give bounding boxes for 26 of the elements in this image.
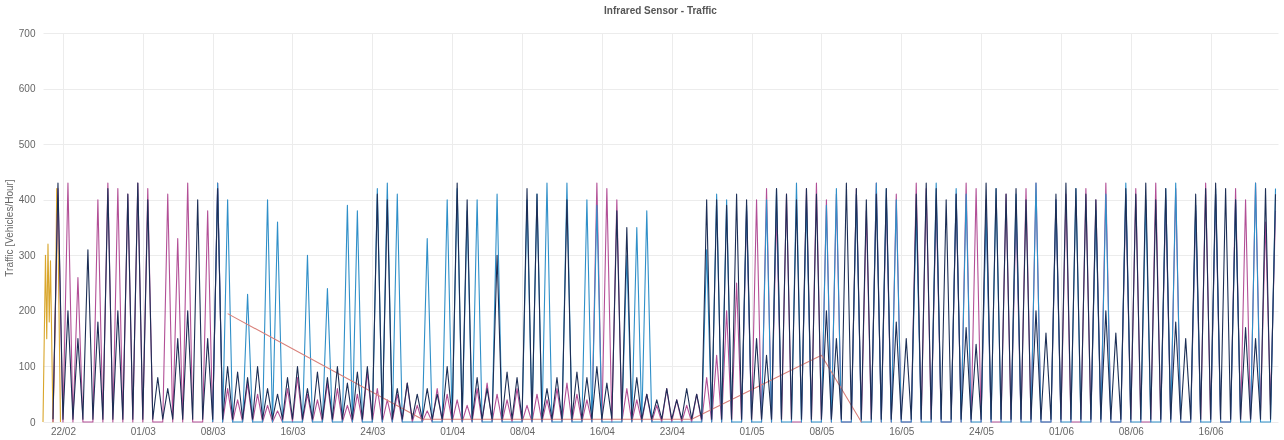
y-tick-label: 600 (18, 83, 36, 95)
y-axis-title: Traffic [Vehicles/Hour] (3, 179, 15, 277)
x-tick-label: 08/06 (1118, 425, 1145, 437)
x-tick-label: 16/03 (280, 425, 306, 437)
chart-title: Infrared Sensor - Traffic (604, 5, 718, 16)
x-tick-label: 08/04 (510, 425, 536, 437)
y-tick-label: 0 (29, 416, 36, 428)
x-tick-label: 16/06 (1198, 425, 1225, 437)
x-tick-label: 08/03 (200, 425, 227, 437)
x-tick-label: 01/04 (440, 425, 466, 437)
x-tick-label: 24/03 (360, 425, 386, 437)
y-tick-label: 200 (18, 305, 36, 317)
x-tick-label: 24/05 (969, 425, 995, 437)
y-tick-label: 100 (18, 360, 36, 372)
x-tick-label: 16/04 (589, 425, 616, 437)
x-tick-label: 01/06 (1048, 425, 1075, 437)
y-tick-label: 700 (18, 27, 36, 39)
x-tick-label: 01/03 (130, 425, 157, 437)
y-tick-label: 300 (18, 249, 36, 261)
x-tick-label: 22/02 (50, 425, 77, 437)
y-tick-label: 400 (18, 194, 36, 206)
x-tick-label: 16/05 (889, 425, 915, 437)
y-tick-label: 500 (18, 138, 36, 150)
x-tick-label: 23/04 (659, 425, 686, 437)
x-tick-label: 08/05 (809, 425, 835, 437)
x-tick-label: 01/05 (739, 425, 766, 437)
